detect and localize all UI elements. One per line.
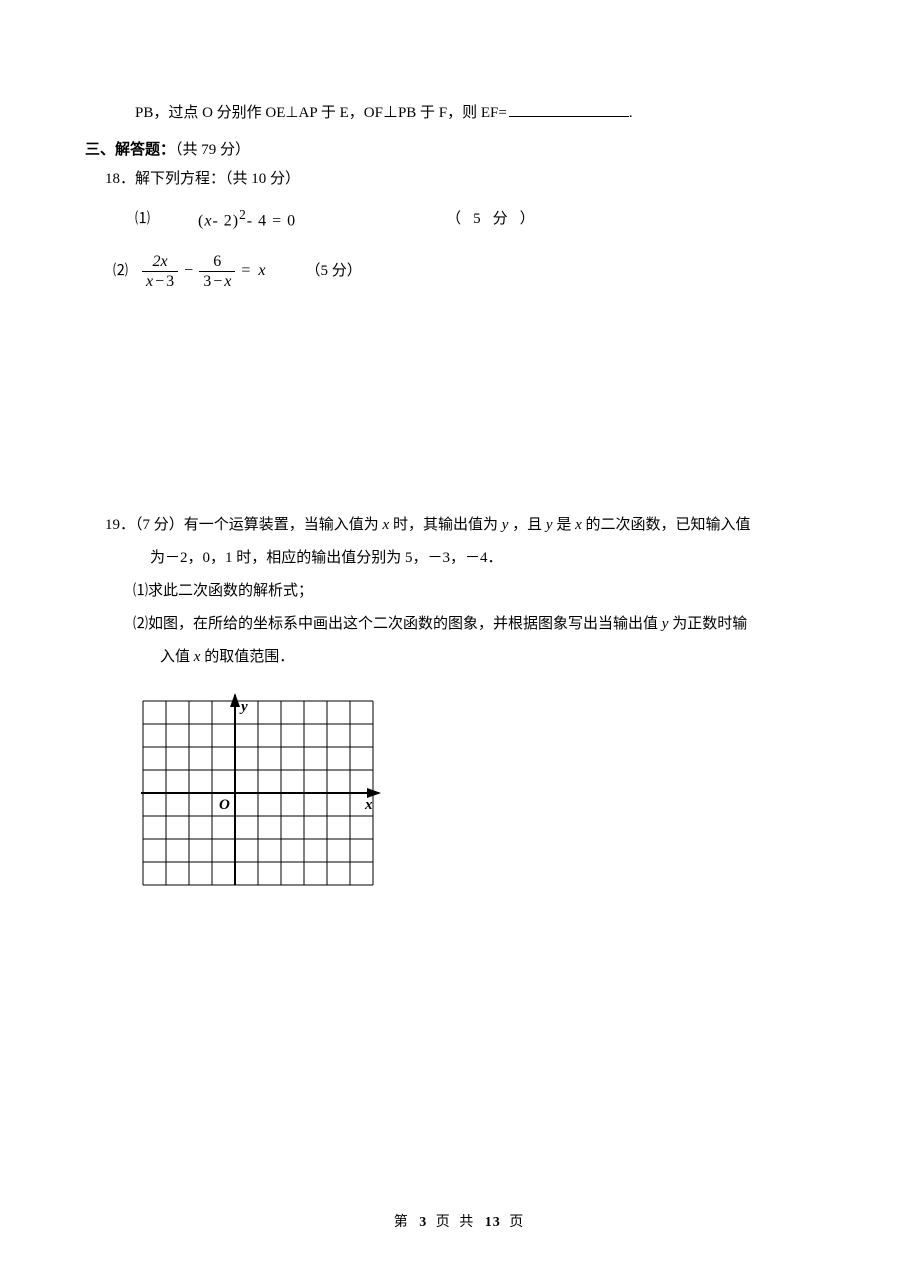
q18-f2d-x: x — [224, 273, 231, 290]
q19-s2c: 为正数时输 — [668, 616, 747, 632]
q18-rhs: x — [256, 257, 265, 286]
q17-tail-line: PB，过点 O 分别作 OE⊥AP 于 E，OF⊥PB 于 F，则 EF=. — [105, 100, 815, 127]
q18-f1d-3: 3 — [166, 273, 174, 290]
section-3-heading: 三、解答题：（共 79 分） — [85, 137, 815, 164]
footer-total: 13 — [483, 1215, 503, 1230]
footer-a: 第 — [394, 1215, 411, 1230]
q19-s2d: 入值 — [160, 649, 194, 665]
q18-part1: ⑴ (x- 2)2- 4 = 0 （5分） — [105, 203, 815, 236]
grid-svg: y x O — [133, 691, 383, 895]
q18-minus-op: − — [178, 257, 199, 286]
footer-page: 3 — [417, 1215, 429, 1230]
svg-text:y: y — [239, 699, 248, 715]
q18-p2-points: （5 分） — [305, 258, 361, 285]
q18-p1-pc: ） — [520, 211, 535, 227]
section-3-points: （共 79 分） — [175, 142, 250, 158]
q18-eq-op: = — [235, 257, 256, 286]
section-3-label: 三、解答题： — [85, 142, 175, 158]
q19-a: 19．（7 分）有一个运算装置，当输入值为 — [105, 517, 383, 533]
q18-p2-frac2: 6 3−x — [199, 252, 235, 291]
q18-part2: ⑵ 22xx x−3 − 6 3−x = x （5 分） — [113, 252, 815, 291]
q18-p1-po: （ — [446, 211, 473, 227]
q18-p1-points: （5分） — [446, 206, 535, 233]
q19-f: y — [546, 517, 553, 533]
q18-p2-label: ⑵ — [113, 258, 128, 285]
svg-text:x: x — [364, 797, 373, 813]
q18-f2n: 6 — [199, 252, 235, 271]
q17-tail-prefix: PB，过点 O 分别作 OE⊥AP 于 E，OF⊥PB 于 F，则 EF= — [135, 105, 507, 121]
q18-f2d-3: 3 — [203, 273, 211, 290]
q18-p1-sup: 2 — [239, 207, 247, 222]
q19-sub2-cont: 入值 x 的取值范围． — [105, 644, 815, 671]
q17-blank — [509, 116, 629, 117]
q17-tail-suffix: . — [629, 105, 633, 121]
q19-s2a: ⑵如图，在所给的坐标系中画出这个二次函数的图象，并根据图象写出当输出值 — [133, 616, 662, 632]
q18-label: 18．解下列方程：（共 10 分） — [105, 166, 815, 193]
q18-p1-rest: - 4 = 0 — [247, 212, 296, 229]
q18-p2-frac1: 22xx x−3 — [142, 252, 178, 291]
q18-p1-label: ⑴ — [135, 206, 150, 233]
q19-s2f: 的取值范围． — [200, 649, 294, 665]
coordinate-grid: y x O — [133, 691, 815, 905]
q19-c: 时，其输出值为 — [389, 517, 502, 533]
q19-e: ，且 — [508, 517, 546, 533]
q19-line1: 19．（7 分）有一个运算装置，当输入值为 x 时，其输出值为 y ，且 y 是… — [105, 512, 815, 539]
page-footer: 第 3 页 共 13 页 — [0, 1210, 920, 1235]
footer-c: 页 — [509, 1215, 526, 1230]
q18-p1-p5: 5 — [473, 211, 493, 227]
q19-sub1: ⑴求此二次函数的解析式； — [105, 578, 815, 605]
q19-h: x — [575, 517, 582, 533]
q19-g: 是 — [553, 517, 576, 533]
q18-p1-pf: 分 — [493, 211, 520, 227]
q19-line2: 为－2，0，1 时，相应的输出值分别为 5，－3，－4． — [105, 545, 815, 572]
footer-b: 页 共 — [436, 1215, 477, 1230]
q19-i: 的二次函数，已知输入值 — [582, 517, 751, 533]
q19: 19．（7 分）有一个运算装置，当输入值为 x 时，其输出值为 y ，且 y 是… — [105, 512, 815, 905]
q19-sub2: ⑵如图，在所给的坐标系中画出这个二次函数的图象，并根据图象写出当输出值 y 为正… — [105, 611, 815, 638]
q18-p1-expr: (x- 2)2- 4 = 0 — [198, 203, 296, 236]
svg-text:O: O — [219, 797, 230, 813]
q18-p1-paren-b: - 2) — [212, 212, 239, 229]
